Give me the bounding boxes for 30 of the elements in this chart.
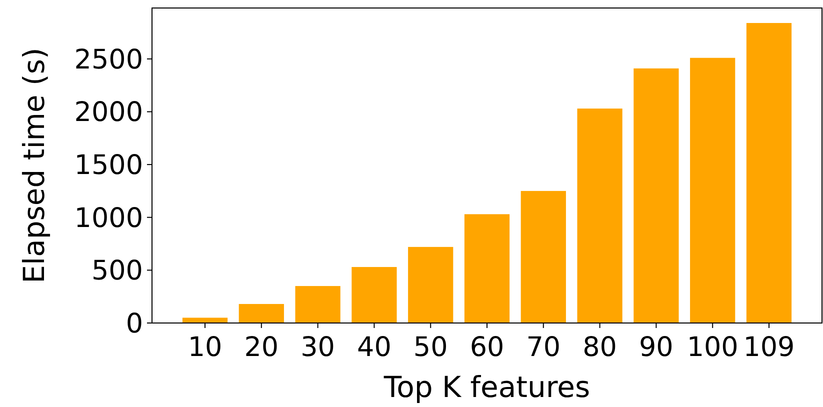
x-tick-label: 20 (244, 332, 279, 363)
y-tick-label: 2500 (74, 44, 143, 76)
bar (295, 286, 340, 323)
bar (352, 267, 397, 323)
y-tick-label: 0 (126, 308, 143, 340)
bar (634, 68, 679, 323)
x-tick-label: 10 (188, 332, 222, 363)
y-tick-label: 1000 (74, 202, 143, 234)
x-tick-label: 50 (413, 332, 448, 363)
x-tick-label: 100 (686, 332, 738, 363)
bar (690, 58, 736, 323)
x-tick-label: 90 (639, 332, 674, 363)
x-axis-title: Top K features (382, 370, 590, 404)
bar (746, 23, 792, 323)
x-tick-label: 60 (470, 332, 504, 363)
bar (238, 304, 284, 323)
x-tick-label: 80 (582, 332, 617, 363)
x-tick-label: 109 (743, 332, 795, 363)
bar (408, 246, 454, 323)
bar (182, 318, 228, 323)
x-tick-label: 40 (357, 332, 392, 363)
y-tick-label: 1500 (74, 150, 143, 181)
y-axis-title: Elapsed time (s) (17, 48, 51, 284)
bar (464, 214, 510, 323)
x-tick-label: 30 (300, 332, 335, 363)
x-tick-label: 70 (526, 332, 561, 363)
y-tick-label: 500 (91, 256, 143, 287)
y-tick-label: 2000 (74, 97, 143, 128)
bar (520, 190, 566, 323)
bar (577, 108, 622, 323)
